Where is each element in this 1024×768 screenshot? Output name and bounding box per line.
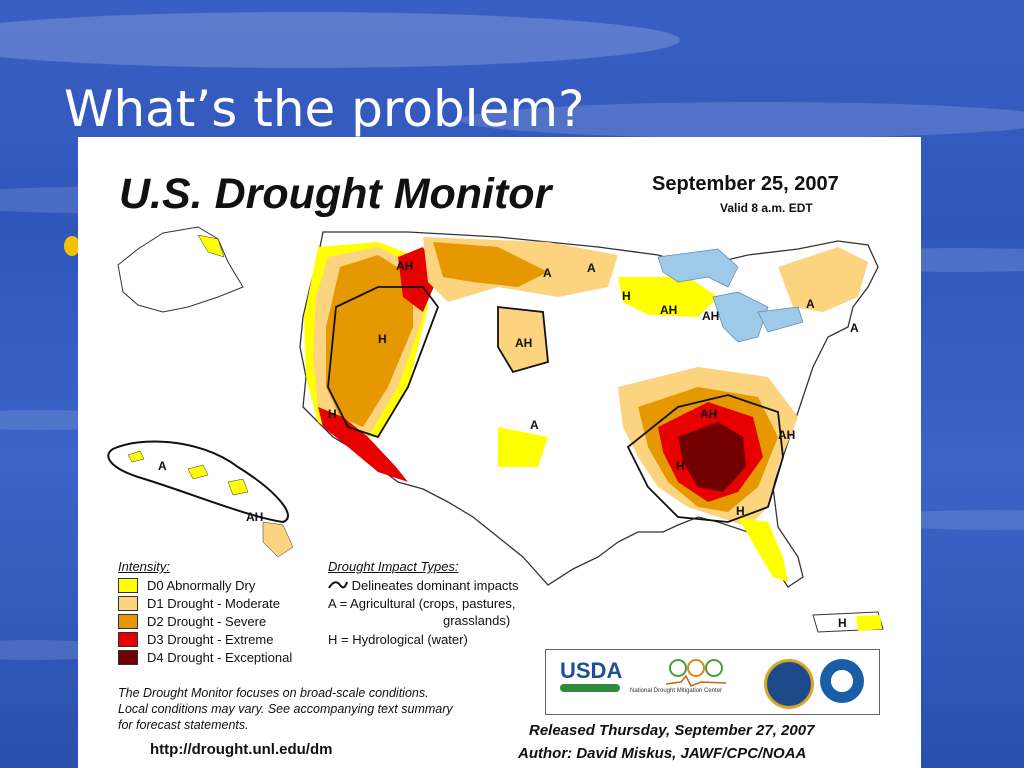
legend-d3: D3 Drought - Extreme	[118, 632, 273, 647]
d2-west	[326, 255, 413, 427]
map-label-ah: AH	[396, 259, 413, 273]
release-date: Released Thursday, September 27, 2007	[529, 722, 815, 739]
legend-d0-label: D0 Abnormally Dry	[147, 578, 256, 593]
swatch-d1	[118, 596, 138, 611]
legend-d2: D2 Drought - Severe	[118, 614, 266, 629]
map-label-a: A	[806, 297, 815, 311]
impact-line-se	[626, 394, 784, 523]
d4-southeast	[678, 422, 746, 492]
impact-heading: Drought Impact Types:	[328, 559, 459, 574]
map-label-ah: AH	[515, 336, 532, 350]
ndmc-logo-text: National Drought Mitigation Center	[630, 688, 723, 694]
great-lakes	[657, 248, 739, 288]
impact-a-label: A = Agricultural (crops, pastures,	[328, 596, 516, 611]
impact-line-sw	[327, 286, 440, 439]
swatch-d4	[118, 650, 138, 665]
map-label-ah: AH	[246, 510, 263, 524]
d3-west	[318, 407, 408, 482]
swatch-d2	[118, 614, 138, 629]
ndmc-tree-icon	[666, 659, 726, 687]
map-label-ah: AH	[778, 428, 795, 442]
map-label-ah: AH	[702, 309, 719, 323]
hawaii-outline	[107, 440, 289, 524]
map-valid-time: Valid 8 a.m. EDT	[720, 201, 813, 215]
impact-line-legend: Delineates dominant impacts	[328, 578, 519, 593]
footnote-line-1: The Drought Monitor focuses on broad-sca…	[118, 686, 429, 700]
map-label-h: H	[838, 616, 847, 630]
d2-wyoming	[497, 305, 549, 374]
alaska-shape	[117, 226, 244, 313]
map-label-a: A	[158, 459, 167, 473]
bullet-point	[64, 236, 80, 256]
legend-d3-label: D3 Drought - Extreme	[147, 632, 274, 647]
map-label-h: H	[676, 459, 685, 473]
map-date: September 25, 2007	[652, 173, 839, 195]
map-label-h: H	[622, 289, 631, 303]
d1-northeast	[778, 247, 868, 312]
map-label-h: H	[736, 504, 745, 518]
swatch-d0	[118, 578, 138, 593]
map-title: U.S. Drought Monitor	[119, 170, 552, 218]
legend-d2-label: D2 Drought - Severe	[147, 614, 267, 629]
source-url[interactable]: http://drought.unl.edu/dm	[150, 741, 333, 758]
usda-swoosh-icon	[560, 684, 620, 692]
footnote-line-3: for forecast statements.	[118, 718, 249, 732]
footnote-line-2: Local conditions may vary. See accompany…	[118, 702, 453, 716]
d0-plains	[498, 427, 548, 467]
doc-seal-icon	[764, 659, 814, 709]
legend-d4: D4 Drought - Exceptional	[118, 650, 292, 665]
impact-line-icon	[328, 581, 348, 589]
map-label-h: H	[328, 407, 337, 421]
author-credit: Author: David Miskus, JAWF/CPC/NOAA	[518, 745, 807, 762]
us-map: AH A A H AH AH A A H AH H A AH AH H H A …	[107, 226, 884, 633]
map-label-ah: AH	[700, 407, 717, 421]
impact-line-label: Delineates dominant impacts	[351, 578, 519, 593]
usda-logo: USDA	[560, 658, 623, 683]
map-label-a: A	[587, 261, 596, 275]
intensity-heading: Intensity:	[118, 559, 171, 574]
d1-florida	[738, 517, 788, 582]
map-label-a: A	[543, 266, 552, 280]
legend-d0: D0 Abnormally Dry	[118, 578, 255, 593]
d0-greatlakes	[618, 277, 718, 317]
map-label-a: A	[530, 418, 539, 432]
legend-d1: D1 Drought - Moderate	[118, 596, 280, 611]
legend-d1-label: D1 Drought - Moderate	[147, 596, 280, 611]
map-label-h: H	[378, 332, 387, 346]
impact-a-label-cont: grasslands)	[443, 613, 511, 628]
map-label-a: A	[850, 321, 859, 335]
impact-h-label: H = Hydrological (water)	[328, 632, 468, 647]
agency-logos: USDA National Drought Mitigation Center	[545, 649, 880, 715]
drought-monitor-map: AH A A H AH AH A A H AH H A AH AH H H A …	[78, 137, 921, 768]
swatch-d3	[118, 632, 138, 647]
noaa-logo-icon	[820, 659, 864, 703]
slide-title: What’s the problem?	[64, 80, 585, 138]
map-label-ah: AH	[660, 303, 677, 317]
footnote: The Drought Monitor focuses on broad-sca…	[118, 685, 538, 733]
d2-north	[433, 242, 548, 287]
legend-d4-label: D4 Drought - Exceptional	[147, 650, 293, 665]
